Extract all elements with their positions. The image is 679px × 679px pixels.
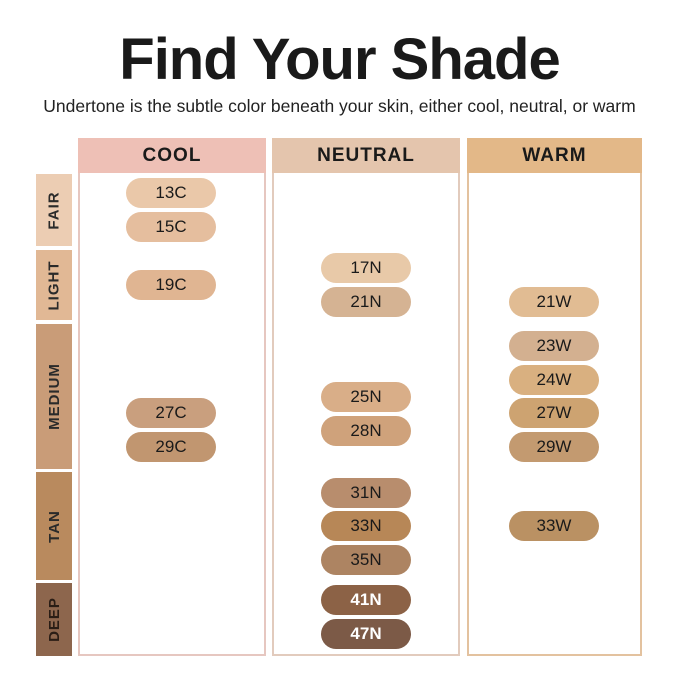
shade-pill-25n: 25N <box>321 382 411 412</box>
row-tan: TAN <box>36 472 72 580</box>
row-label: MEDIUM <box>45 363 63 430</box>
column-header-neutral: NEUTRAL <box>272 138 460 173</box>
shade-pill-29w: 29W <box>509 432 599 462</box>
shade-pill-24w: 24W <box>509 365 599 395</box>
shade-pill-21w: 21W <box>509 287 599 317</box>
shade-pill-13c: 13C <box>126 178 216 208</box>
shade-pill-47n: 47N <box>321 619 411 649</box>
shade-pill-15c: 15C <box>126 212 216 242</box>
row-fair: FAIR <box>36 174 72 246</box>
shade-pill-27w: 27W <box>509 398 599 428</box>
column-warm: WARM <box>467 138 642 656</box>
row-light: LIGHT <box>36 250 72 320</box>
row-label: DEEP <box>45 597 63 642</box>
row-label: TAN <box>45 509 63 543</box>
row-deep: DEEP <box>36 583 72 656</box>
shade-pill-17n: 17N <box>321 253 411 283</box>
shade-pill-29c: 29C <box>126 432 216 462</box>
row-label: LIGHT <box>45 260 63 310</box>
row-medium: MEDIUM <box>36 324 72 469</box>
page-title: Find Your Shade <box>119 27 560 92</box>
shade-pill-23w: 23W <box>509 331 599 361</box>
shade-pill-35n: 35N <box>321 545 411 575</box>
row-label: FAIR <box>45 190 63 230</box>
column-cool: COOL <box>78 138 266 656</box>
page-subtitle: Undertone is the subtle color beneath yo… <box>43 96 636 116</box>
shade-pill-41n: 41N <box>321 585 411 615</box>
column-header-warm: WARM <box>467 138 642 173</box>
column-header-cool: COOL <box>78 138 266 173</box>
shade-pill-31n: 31N <box>321 478 411 508</box>
shade-pill-27c: 27C <box>126 398 216 428</box>
shade-pill-33n: 33N <box>321 511 411 541</box>
shade-pill-33w: 33W <box>509 511 599 541</box>
shade-pill-28n: 28N <box>321 416 411 446</box>
shade-pill-19c: 19C <box>126 270 216 300</box>
shade-pill-21n: 21N <box>321 287 411 317</box>
column-neutral: NEUTRAL <box>272 138 460 656</box>
